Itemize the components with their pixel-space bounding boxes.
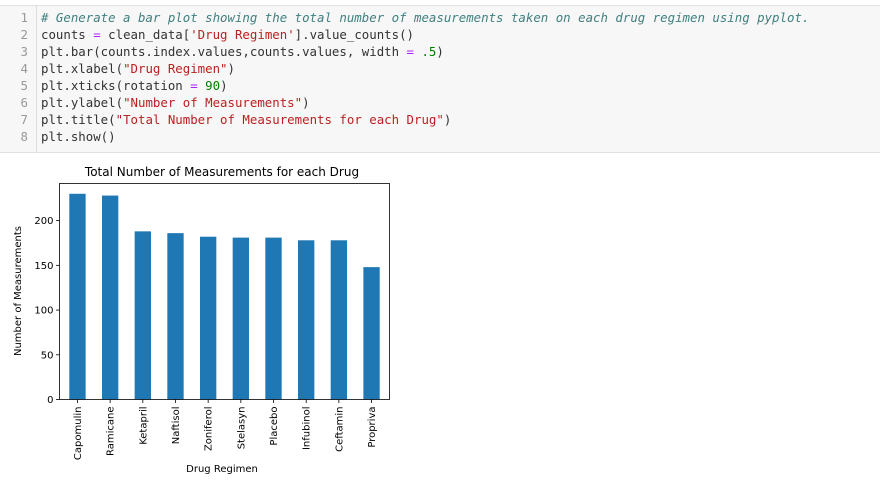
code-text[interactable]: plt.bar(counts.index.values,counts.value…	[41, 43, 444, 60]
y-tick-label: 200	[34, 216, 53, 227]
y-axis: 0 50 100 150 200	[34, 216, 60, 406]
code-token: .5	[421, 44, 437, 59]
code-text[interactable]: plt.xticks(rotation = 90)	[41, 77, 228, 94]
code-token: plt.xlabel(	[41, 61, 124, 76]
x-tick-label: Propriva	[367, 407, 378, 448]
code-token: plt.show()	[41, 129, 116, 144]
code-line[interactable]: 2 counts = clean_data['Drug Regimen'].val…	[0, 26, 880, 43]
code-token: )	[443, 112, 452, 127]
bar-placebo	[265, 237, 282, 400]
code-cell[interactable]: 1 # Generate a bar plot showing the total…	[0, 5, 880, 153]
code-token: plt.xticks(rotation	[41, 78, 191, 93]
code-token: plt.ylabel(	[41, 95, 124, 110]
chart-title: Total Number of Measurements for each Dr…	[84, 165, 359, 179]
code-token: clean_data[	[100, 27, 191, 42]
bar-capomulin	[69, 193, 86, 400]
code-token: ].value_counts()	[294, 27, 415, 42]
y-tick-label: 100	[34, 306, 53, 317]
code-line[interactable]: 8 plt.show()	[0, 128, 880, 145]
bar-ketapril	[134, 231, 151, 400]
code-token: )	[227, 61, 235, 76]
code-token: =	[406, 44, 414, 59]
plot-frame	[59, 183, 390, 400]
code-text[interactable]: plt.xlabel("Drug Regimen")	[41, 60, 235, 77]
code-text[interactable]: plt.title("Total Number of Measurements …	[41, 111, 451, 128]
code-token: )	[302, 95, 310, 110]
bar-zoniferol	[199, 236, 217, 400]
bar-chart: Total Number of Measurements for each Dr…	[13, 165, 390, 475]
code-text[interactable]: plt.show()	[41, 128, 116, 145]
code-token: "Total Number of Measurements for each D…	[115, 112, 444, 127]
x-tick-label: Stelasyn	[236, 407, 247, 450]
x-axis: Capomulin Ramicane Ketapril Naftisol Zonifer…	[73, 399, 378, 461]
code-token: )	[220, 78, 228, 93]
x-tick-label: Infubinol	[302, 407, 313, 451]
line-number: 1	[20, 10, 28, 25]
code-token: plt.title(	[41, 112, 116, 127]
line-number: 5	[20, 78, 28, 93]
x-tick-label: Capomulin	[73, 407, 84, 461]
code-token: 'Drug Regimen'	[190, 27, 295, 42]
code-token: 90	[205, 78, 221, 93]
bars-group	[69, 193, 380, 400]
y-axis-label: Number of Measurements	[13, 226, 24, 356]
y-tick-label: 150	[34, 261, 53, 272]
code-line[interactable]: 7 plt.title("Total Number of Measurements…	[0, 111, 880, 128]
code-token: counts	[41, 27, 94, 42]
x-tick-label: Ramicane	[106, 407, 117, 457]
code-line[interactable]: 3 plt.bar(counts.index.values,counts.valu…	[0, 43, 880, 60]
x-axis-label: Drug Regimen	[186, 464, 258, 475]
code-token: =	[93, 27, 101, 42]
bar-stelasyn	[232, 237, 250, 400]
y-tick-label: 0	[47, 395, 53, 406]
code-line[interactable]: 4 plt.xlabel("Drug Regimen")	[0, 60, 880, 77]
code-text[interactable]: # Generate a bar plot showing the total …	[41, 9, 809, 26]
line-number: 2	[20, 27, 28, 42]
bar-ramicane	[101, 195, 119, 400]
code-token: =	[190, 78, 198, 93]
code-token: )	[436, 44, 444, 59]
bar-propriva	[363, 267, 380, 400]
line-number: 3	[20, 44, 28, 59]
line-number: 7	[20, 112, 28, 127]
x-tick-label: Naftisol	[171, 407, 182, 445]
code-text[interactable]: plt.ylabel("Number of Measurements")	[41, 94, 310, 111]
x-tick-label: Zoniferol	[204, 407, 215, 452]
code-token: "Number of Measurements"	[123, 95, 303, 110]
y-tick-label: 50	[41, 350, 54, 361]
code-line[interactable]: 5 plt.xticks(rotation = 90)	[0, 77, 880, 94]
code-text[interactable]: counts = clean_data['Drug Regimen'].valu…	[41, 26, 414, 43]
line-number: 8	[20, 129, 28, 144]
line-number: 6	[20, 95, 28, 110]
bar-ceftamin	[330, 240, 348, 400]
code-line[interactable]: 1 # Generate a bar plot showing the total…	[0, 9, 880, 26]
line-number: 4	[20, 61, 28, 76]
code-token: plt.bar(counts.index.values,counts.value…	[41, 44, 407, 59]
bar-naftisol	[167, 233, 184, 400]
code-token: "Drug Regimen"	[123, 61, 228, 76]
bar-infubinol	[298, 240, 315, 400]
code-token: # Generate a bar plot showing the total …	[41, 10, 810, 25]
x-tick-label: Placebo	[269, 407, 280, 446]
code-line[interactable]: 6 plt.ylabel("Number of Measurements")	[0, 94, 880, 111]
line-number-gutter	[0, 6, 37, 152]
x-tick-label: Ketapril	[138, 407, 149, 445]
x-tick-label: Ceftamin	[334, 407, 345, 452]
